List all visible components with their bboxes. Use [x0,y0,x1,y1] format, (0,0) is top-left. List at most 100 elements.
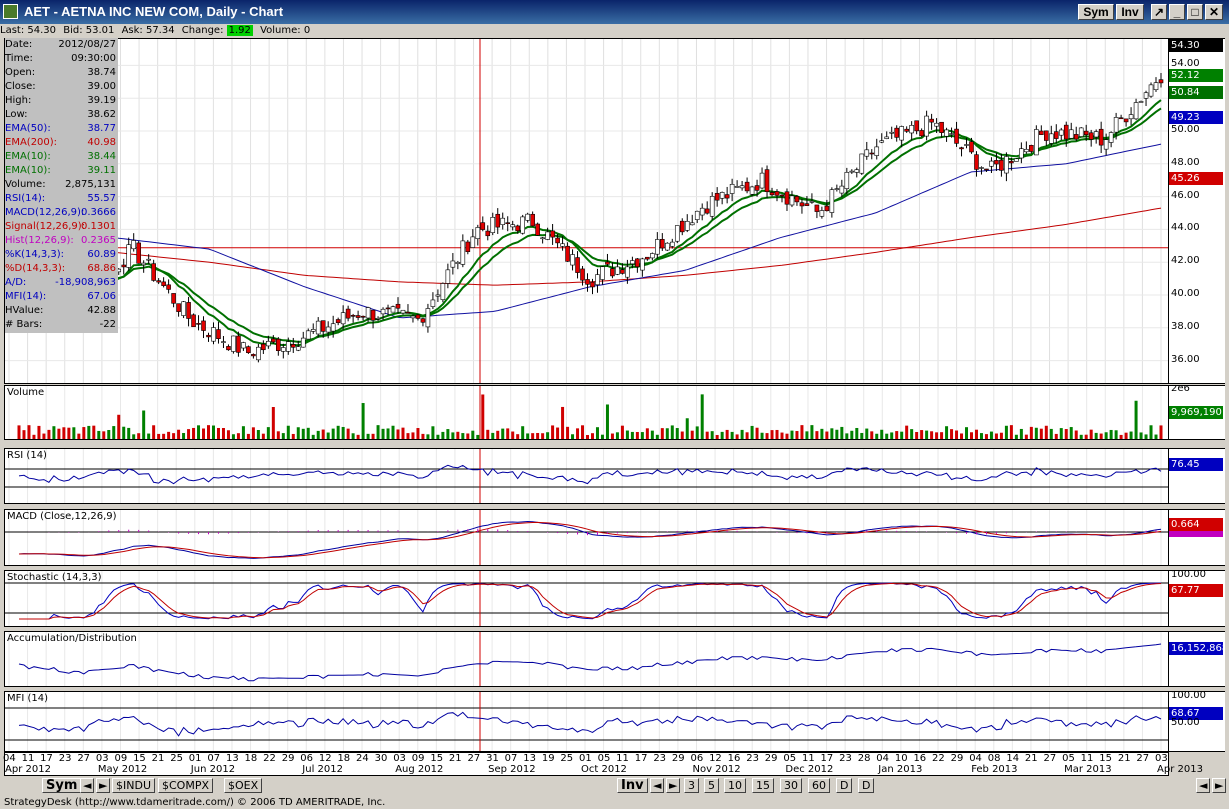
period-d2[interactable]: D [858,778,875,793]
period-d[interactable]: D [836,778,853,793]
volume-bar [740,429,744,439]
volume-bar [366,433,370,439]
period-30[interactable]: 30 [780,778,802,793]
candle-body [1123,118,1129,123]
volume-bar [526,433,530,439]
bottom-toolbar: Sym ◄ ► $INDU $COMPX $OEX Inv ◄ ► 3 5 10… [0,776,1229,796]
ema10-fast-line [18,99,1162,347]
macd-panel[interactable]: MACD (Close,12,26,9) [4,509,1169,566]
candle-body [470,236,476,248]
scroll-left-icon[interactable]: ◄ [1196,778,1211,793]
mfi-panel[interactable]: MFI (14) [4,691,1169,752]
rsi-chart[interactable] [5,449,1169,504]
candle-body [1098,128,1104,146]
data-row: %D(14,3,3): 68.86 [5,262,118,276]
x-tick-day: 05 [783,753,797,764]
x-tick-day: 22 [932,753,945,764]
price-axis-label: 42.00 [1171,255,1200,267]
x-tick-day: 07 [504,753,518,764]
data-row: RSI(14): 55.57 [5,192,118,206]
period-3[interactable]: 3 [684,778,699,793]
period-15[interactable]: 15 [752,778,774,793]
tab-oex[interactable]: $OEX [224,778,263,793]
restore-icon[interactable]: ↗ [1151,4,1167,20]
data-row: %K(14,3,3): 60.89 [5,248,118,262]
volume-panel[interactable]: Volume [4,385,1169,440]
minimize-icon[interactable]: _ [1169,4,1185,20]
volume-bar [556,427,560,439]
scroll-right-icon[interactable]: ► [1212,778,1227,793]
volume-bar [605,404,609,439]
volume-bar [810,425,814,439]
volume-bar [640,432,644,439]
volume-bar [910,429,914,439]
volume-bar [865,428,869,439]
data-value: 39.19 [87,95,116,106]
mfi-chart[interactable] [5,692,1169,752]
price-chart[interactable] [5,39,1169,384]
volume-bar [750,425,754,439]
x-tick-month: Apr 2012 [5,764,51,775]
period-5[interactable]: 5 [704,778,719,793]
x-tick-day: 27 [467,753,481,764]
candle-body [904,128,909,132]
candle-body [410,315,416,319]
volume-axis-top: 2e6 [1171,385,1190,394]
ad-panel[interactable]: Accumulation/Distribution [4,631,1169,687]
candle-body [515,225,520,232]
period-10[interactable]: 10 [724,778,746,793]
inv-button[interactable]: Inv [1116,4,1144,20]
x-tick-month: Apr 2013 [1157,764,1203,775]
next-arrow-icon[interactable]: ► [96,778,111,793]
stochastic-chart[interactable] [5,571,1169,627]
data-value: 55.57 [87,193,116,204]
volume-bar [426,434,430,439]
period-60[interactable]: 60 [808,778,830,793]
maximize-icon[interactable]: □ [1187,4,1203,20]
volume-bar [341,426,345,439]
sym-tab[interactable]: Sym [42,778,82,793]
candle-body [834,188,840,190]
next-period-icon[interactable]: ► [666,778,681,793]
volume-bar [566,426,570,439]
candle-body [754,185,760,191]
candle-body [864,149,870,157]
prev-arrow-icon[interactable]: ◄ [80,778,95,793]
ad-chart[interactable] [5,632,1169,687]
x-tick-day: 23 [58,753,72,764]
data-row: EMA(200): 40.98 [5,136,118,150]
candle-body [679,220,685,233]
inv-tab[interactable]: Inv [617,778,648,793]
volume-chart[interactable] [5,386,1169,440]
candle-body [196,323,201,325]
volume-bar [182,432,186,439]
tab-compx[interactable]: $COMPX [158,778,213,793]
candle-body [206,334,211,338]
volume-bar [406,433,410,439]
price-panel[interactable] [4,38,1169,384]
volume-bar [216,427,220,439]
prev-period-icon[interactable]: ◄ [650,778,665,793]
volume-bar [236,433,240,439]
volume-bar [431,426,435,439]
data-value: 39.11 [87,165,116,176]
volume-bar [127,427,131,439]
candle-body [420,318,426,323]
tab-indu[interactable]: $INDU [112,778,155,793]
candle-body [874,146,880,156]
candle-body [201,320,206,331]
rsi-panel[interactable]: RSI (14) [4,448,1169,504]
macd-line [18,520,1162,559]
candle-body [1044,130,1049,141]
stochastic-panel[interactable]: Stochastic (14,3,3) [4,570,1169,627]
volume-bar [855,427,859,439]
sym-button[interactable]: Sym [1078,4,1114,20]
candle-body [490,217,496,233]
volume-bar [27,425,31,439]
macd-chart[interactable] [5,510,1169,566]
close-icon[interactable]: ✕ [1205,4,1223,20]
candle-body [510,224,516,228]
volume-bar [17,425,21,439]
volume-bar [745,432,749,439]
volume-bar [82,427,86,439]
